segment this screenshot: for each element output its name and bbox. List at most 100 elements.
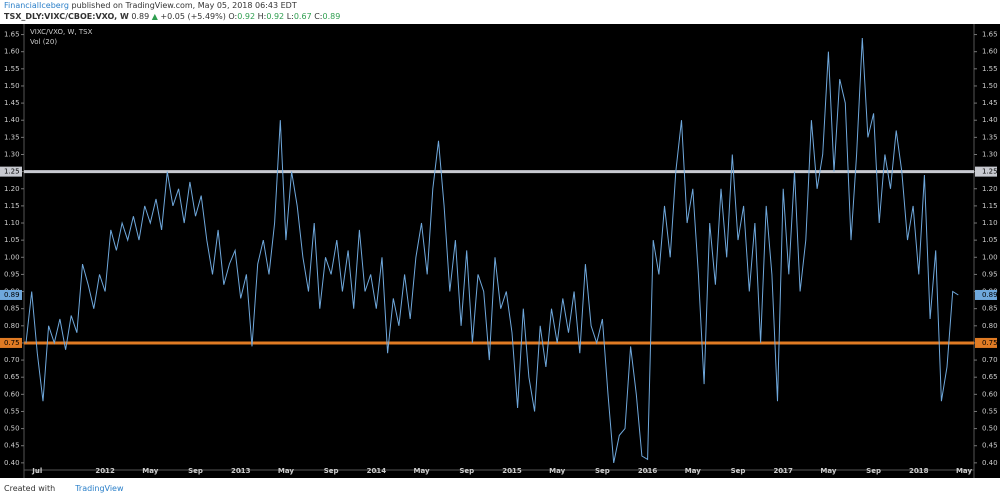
price-badge-label: 0.75 (982, 339, 998, 347)
quote-value: 0.92 (266, 12, 285, 21)
quote-label: H: (257, 12, 267, 21)
y-tick-label: 0.60 (4, 390, 20, 398)
arrow: ▲ (151, 12, 158, 21)
quote-label: L: (286, 12, 294, 21)
quote-value: 0.92 (237, 12, 256, 21)
price-badge (0, 166, 22, 177)
y-tick-label: 1.35 (982, 133, 998, 141)
y-tick-label: 1.50 (4, 82, 20, 90)
price-badge-label: 1.25 (982, 168, 998, 176)
x-tick-label: 2012 (95, 467, 115, 475)
quote-value: 0.67 (293, 12, 312, 21)
y-tick-label: 1.20 (4, 185, 20, 193)
price-badge (0, 337, 22, 348)
y-tick-label: 1.60 (982, 48, 998, 56)
y-tick-label: 1.65 (4, 31, 20, 39)
last-value-badge (975, 289, 997, 300)
brand[interactable]: TradingView (75, 484, 124, 493)
footer: Created with TradingView (4, 484, 124, 493)
y-tick-label: 0.40 (4, 459, 20, 467)
x-tick-label: Sep (595, 467, 610, 475)
y-tick-label: 1.40 (4, 116, 20, 124)
price-line (25, 37, 959, 463)
x-tick-label: 2013 (231, 467, 251, 475)
y-tick-label: 0.70 (982, 356, 998, 364)
x-tick-label: Sep (188, 467, 203, 475)
y-tick-label: 1.50 (982, 82, 998, 90)
x-tick-label: Sep (866, 467, 881, 475)
x-tick-label: May (414, 467, 430, 475)
x-tick-label: May (820, 467, 836, 475)
y-tick-label: 0.45 (982, 442, 998, 450)
author[interactable]: FinancialIceberg (4, 1, 69, 10)
y-tick-label: 1.60 (4, 48, 20, 56)
y-tick-label: 1.05 (4, 236, 20, 244)
y-tick-label: 1.35 (4, 133, 20, 141)
y-tick-label: 1.40 (982, 116, 998, 124)
quote: O:0.92 H:0.92 L:0.67 C:0.89 (228, 12, 340, 21)
quote-value: 0.89 (322, 12, 341, 21)
y-tick-label: 0.85 (982, 305, 998, 313)
y-tick-label: 1.05 (982, 236, 998, 244)
last-value-label: 0.89 (4, 291, 20, 299)
y-tick-label: 1.00 (982, 253, 998, 261)
y-tick-label: 1.55 (982, 65, 998, 73)
y-tick-label: 1.45 (982, 99, 998, 107)
x-tick-label: May (685, 467, 701, 475)
change: +0.05 (+5.49%) (160, 12, 226, 21)
price-badge (975, 166, 997, 177)
y-tick-label: 1.10 (982, 219, 998, 227)
footer-text: Created with (4, 484, 56, 493)
last-value-label: 0.89 (982, 291, 998, 299)
last-value-badge (0, 289, 22, 300)
y-tick-label: 1.30 (982, 150, 998, 158)
y-tick-label: 0.65 (4, 373, 20, 381)
y-tick-label: 0.80 (4, 322, 20, 330)
y-tick-label: 1.30 (4, 150, 20, 158)
quote-label: O: (228, 12, 238, 21)
x-tick-label: 2017 (773, 467, 793, 475)
y-tick-label: 0.50 (4, 425, 20, 433)
chart: 0.40 0.40 0.45 0.45 0.50 0.50 0.55 0.55 0.60 0.60… (0, 24, 1000, 478)
x-tick-label: Sep (459, 467, 474, 475)
y-tick-label: 1.15 (982, 202, 998, 210)
y-tick-label: 0.55 (4, 407, 20, 415)
header: FinancialIceberg published on TradingVie… (4, 0, 340, 22)
x-tick-label: 2016 (638, 467, 658, 475)
price-badge-label: 1.25 (4, 168, 20, 176)
price-badge-label: 0.75 (4, 339, 20, 347)
x-tick-label: Sep (731, 467, 746, 475)
legend-entry: Vol (20) (30, 38, 57, 46)
y-tick-label: 0.80 (982, 322, 998, 330)
x-tick-label: 2014 (367, 467, 387, 475)
x-tick-label: Jul (31, 467, 42, 475)
y-tick-label: 1.55 (4, 65, 20, 73)
y-tick-label: 0.45 (4, 442, 20, 450)
y-tick-label: 0.40 (982, 459, 998, 467)
y-tick-label: 0.95 (982, 270, 998, 278)
y-tick-label: 0.65 (982, 373, 998, 381)
legend-entry: VIXC/VXO, W, TSX (30, 28, 93, 36)
quote-label: C: (314, 12, 323, 21)
y-tick-label: 0.95 (4, 270, 20, 278)
y-tick-label: 0.55 (982, 407, 998, 415)
x-tick-label: May (549, 467, 565, 475)
y-tick-label: 0.50 (982, 425, 998, 433)
x-tick-label: May (956, 467, 972, 475)
y-tick-label: 1.00 (4, 253, 20, 261)
chart-background (0, 24, 1000, 478)
y-tick-label: 1.45 (4, 99, 20, 107)
y-tick-label: 0.85 (4, 305, 20, 313)
y-tick-label: 1.20 (982, 185, 998, 193)
y-tick-label: 0.70 (4, 356, 20, 364)
last: 0.89 (131, 12, 150, 21)
x-tick-label: May (142, 467, 158, 475)
x-tick-label: 2015 (502, 467, 522, 475)
symbol: TSX_DLY:VIXC/CBOE:VXO, W (4, 12, 129, 21)
x-tick-label: 2018 (909, 467, 929, 475)
y-tick-label: 1.10 (4, 219, 20, 227)
x-tick-label: Sep (324, 467, 339, 475)
y-tick-label: 1.15 (4, 202, 20, 210)
y-tick-label: 1.65 (982, 31, 998, 39)
